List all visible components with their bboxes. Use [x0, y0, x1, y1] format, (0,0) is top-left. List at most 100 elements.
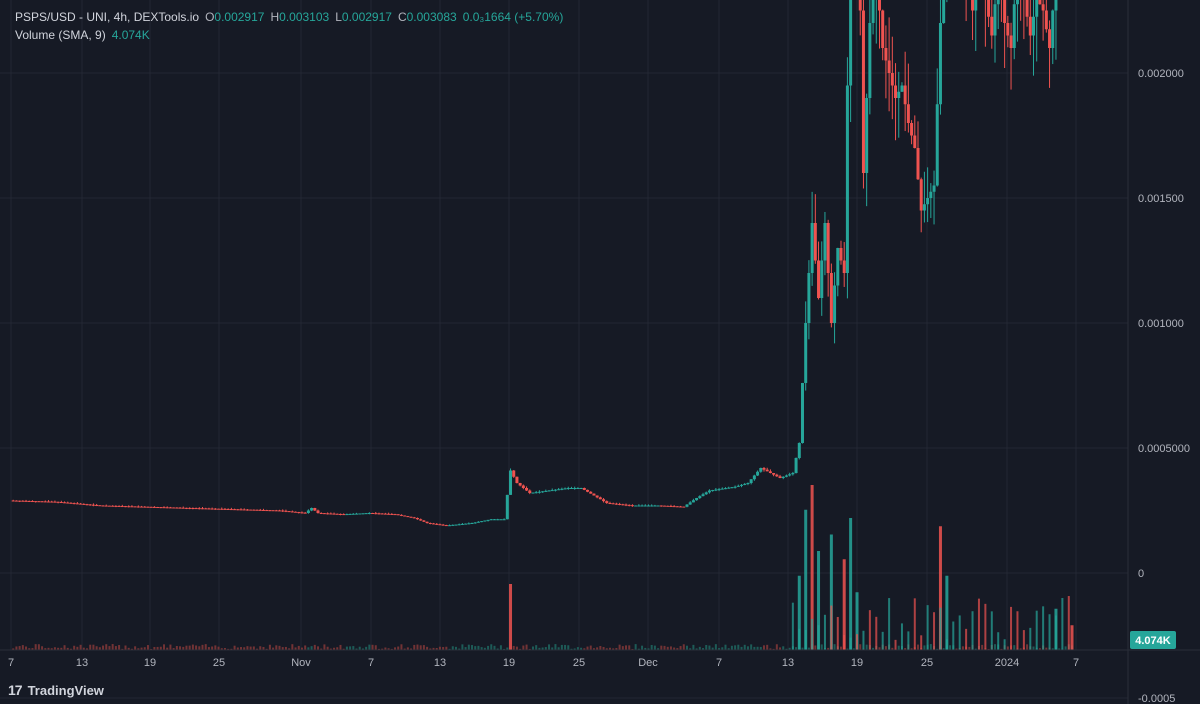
volume-bar [664, 646, 666, 650]
candle-body [637, 506, 640, 507]
volume-bar [834, 644, 836, 650]
volume-bar [80, 645, 82, 650]
x-tick-label: Dec [638, 657, 658, 669]
volume-bar [22, 645, 24, 650]
candle-body [384, 514, 387, 515]
candle-body [329, 513, 332, 514]
y-tick-label: 0 [1138, 568, 1144, 580]
candle-body [673, 506, 676, 507]
volume-bar [516, 647, 518, 650]
candle-body [387, 514, 390, 515]
candle-body [34, 501, 37, 502]
volume-bar [724, 645, 726, 650]
candle-body [159, 507, 162, 508]
candle-body [625, 505, 628, 506]
candle-body [435, 524, 438, 525]
candle-body [933, 186, 936, 192]
volume-bar [468, 645, 470, 650]
candle-body [69, 503, 72, 504]
candle-body [881, 11, 884, 49]
candle-body [12, 501, 15, 502]
volume-bar [522, 646, 524, 650]
candle-body [823, 223, 826, 261]
candle-body [317, 511, 320, 514]
candle-body [827, 223, 830, 273]
candle-body [721, 489, 724, 490]
candle-body [894, 86, 897, 99]
candle-body [25, 501, 28, 502]
candle-body [454, 525, 457, 526]
candle-body [801, 383, 804, 443]
volume-bar [554, 644, 556, 650]
volume-bar [946, 639, 948, 650]
candle-body [573, 488, 576, 489]
candle-body [669, 506, 672, 507]
volume-bar [850, 638, 852, 650]
candle-body [647, 506, 650, 507]
volume-bar [933, 612, 935, 650]
candle-body [916, 148, 919, 179]
candle-body [798, 443, 801, 458]
x-tick-label: 7 [716, 657, 722, 669]
volume-bar [1007, 646, 1009, 650]
volume-bar [654, 646, 656, 650]
candle-body [846, 86, 849, 274]
candle-body [849, 0, 852, 86]
volume-bar [930, 644, 932, 650]
volume-bar [840, 647, 842, 650]
candle-body [618, 504, 621, 505]
volume-bar [651, 645, 653, 650]
volume-bar [500, 645, 502, 650]
volume-bar [952, 622, 954, 650]
candle-body [143, 507, 146, 508]
symbol-title[interactable]: PSPS/USD - UNI, 4h, DEXTools.io [15, 8, 199, 26]
close-value: 0.003083 [407, 10, 457, 24]
low-value: 0.002917 [342, 10, 392, 24]
candle-body [551, 490, 554, 491]
candle-body [313, 508, 316, 511]
volume-bar [73, 646, 75, 650]
candle-body [634, 506, 637, 507]
volume-bar [750, 644, 752, 650]
candle-body [41, 501, 44, 502]
candle-body [904, 86, 907, 105]
volume-bar [862, 631, 864, 650]
volume-bar [875, 617, 877, 650]
candle-body [1045, 11, 1048, 30]
candle-body [657, 506, 660, 507]
volume-bar [997, 632, 999, 650]
candle-body [868, 23, 871, 98]
tradingview-brand[interactable]: 17 TradingView [8, 682, 104, 698]
candle-body [240, 509, 243, 510]
candle-body [913, 136, 916, 149]
candle-body [57, 502, 60, 503]
candle-body [140, 507, 143, 508]
volume-bar [185, 646, 187, 650]
candle-body [169, 507, 172, 508]
candle-body [718, 489, 721, 490]
candle-body [939, 23, 942, 104]
volume-bar [89, 645, 91, 650]
x-tick-label: 13 [434, 657, 446, 669]
volume-bar [814, 645, 816, 650]
candle-body [166, 507, 169, 508]
volume-bar [1042, 606, 1044, 650]
volume-indicator-label[interactable]: Volume (SMA, 9) [15, 26, 106, 44]
candle-body [971, 0, 974, 11]
low-label: L [335, 10, 342, 24]
volume-bar [917, 645, 919, 650]
x-tick-label: 19 [503, 657, 515, 669]
volume-bar [169, 645, 171, 650]
candle-body [300, 512, 303, 513]
candle-body [490, 519, 493, 520]
candle-body [82, 504, 85, 505]
candle-body [92, 505, 95, 506]
candle-body [685, 505, 688, 507]
candle-body [923, 204, 926, 210]
candle-body [769, 471, 772, 473]
candle-body [278, 510, 281, 511]
candle-body [929, 192, 932, 198]
candle-body [256, 510, 259, 511]
candle-body [525, 488, 528, 491]
